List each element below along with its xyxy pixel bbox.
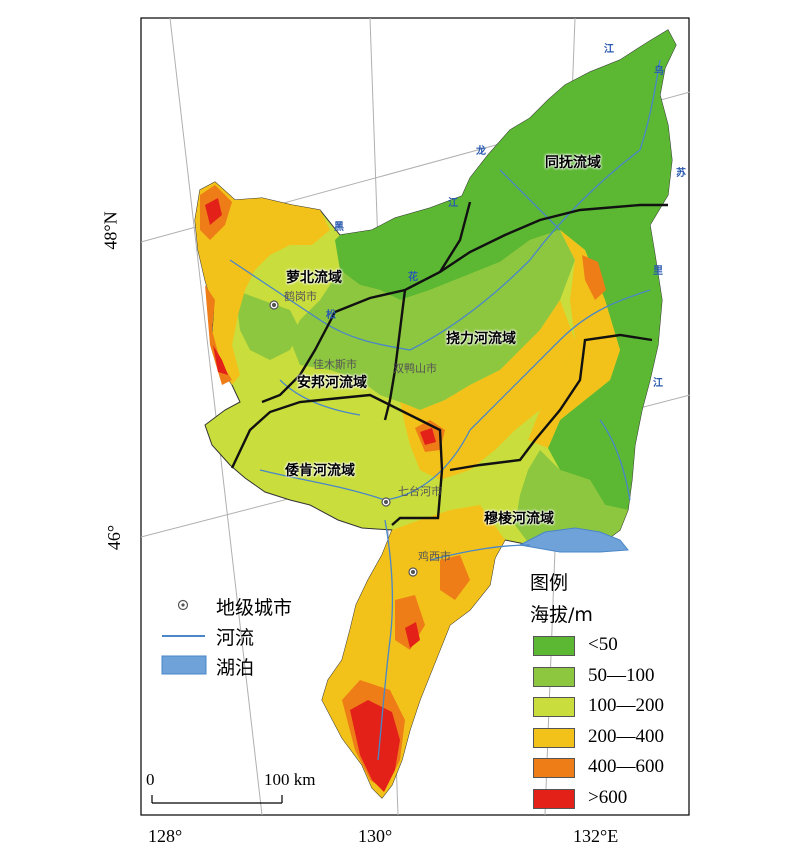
city-label-shuangyashan: 双鸭山市 <box>393 362 437 375</box>
city-label-hegang: 鹤岗市 <box>284 290 317 303</box>
city-label-qitaihe: 七台河市 <box>398 485 442 498</box>
legend-city-label: 地级城市 <box>216 597 293 619</box>
scale-zero: 0 <box>146 770 155 789</box>
city-label-jiamusi: 佳木斯市 <box>313 358 357 371</box>
legend-title: 图例 <box>530 572 569 594</box>
basin-label-tongfu: 同抚流域 <box>545 155 601 171</box>
zone-gt600 <box>205 198 436 792</box>
zone-50-100 <box>290 230 575 410</box>
legend-class-label: 100—200 <box>588 695 664 716</box>
legend-class-label: <50 <box>588 634 618 655</box>
legend-class-label: 200—400 <box>588 725 664 747</box>
basin-label-naoli: 挠力河流域 <box>446 331 516 347</box>
city-markers <box>269 300 418 577</box>
zone-200-400 <box>195 182 330 385</box>
city-label-jixi: 鸡西市 <box>418 550 451 563</box>
legend-left-symbols <box>161 599 207 675</box>
river-char: 江 <box>448 198 458 209</box>
river-network <box>229 59 661 761</box>
legend-class-label: 400—600 <box>588 756 664 777</box>
y-tick-48: 48°N <box>100 211 121 250</box>
river-char: 龙 <box>476 146 486 157</box>
river-char: 乌 <box>654 66 664 77</box>
scale-end: 100 km <box>264 770 316 789</box>
basin-label-luobei: 萝北流域 <box>286 270 342 286</box>
elevation-map <box>194 29 677 799</box>
legend-lake-label: 湖泊 <box>216 657 255 679</box>
legend-swatch <box>533 697 575 717</box>
river-char: 松 <box>326 310 336 321</box>
legend-class-label: >600 <box>588 786 628 808</box>
legend-swatch <box>533 636 575 656</box>
x-tick-130: 130° <box>358 826 393 846</box>
legend-class-label: 50—100 <box>588 664 655 686</box>
river-char: 花 <box>408 272 418 283</box>
legend-swatch <box>533 788 575 809</box>
river-char: 江 <box>653 378 663 389</box>
basin-label-woken: 倭肯河流域 <box>285 463 355 479</box>
basin-label-anbang: 安邦河流域 <box>297 375 367 391</box>
basin-boundaries <box>230 201 668 526</box>
zone-lt50 <box>335 30 676 510</box>
river-char: 黑 <box>334 222 344 233</box>
river-char: 江 <box>604 44 614 55</box>
legend-swatch <box>533 727 575 748</box>
legend-swatch <box>533 666 575 687</box>
river-char: 里 <box>653 266 663 277</box>
scale-bar <box>151 795 283 804</box>
legend-river-label: 河流 <box>216 627 255 649</box>
legend-subtitle: 海拔/m <box>530 604 593 626</box>
lake-xingkai <box>518 527 629 553</box>
basin-label-muling: 穆棱河流域 <box>484 511 554 527</box>
legend-swatch <box>533 758 575 778</box>
y-tick-46: 46° <box>104 524 125 551</box>
x-tick-132: 132°E <box>573 826 619 846</box>
river-char: 苏 <box>676 168 686 179</box>
x-tick-128: 128° <box>148 826 183 846</box>
